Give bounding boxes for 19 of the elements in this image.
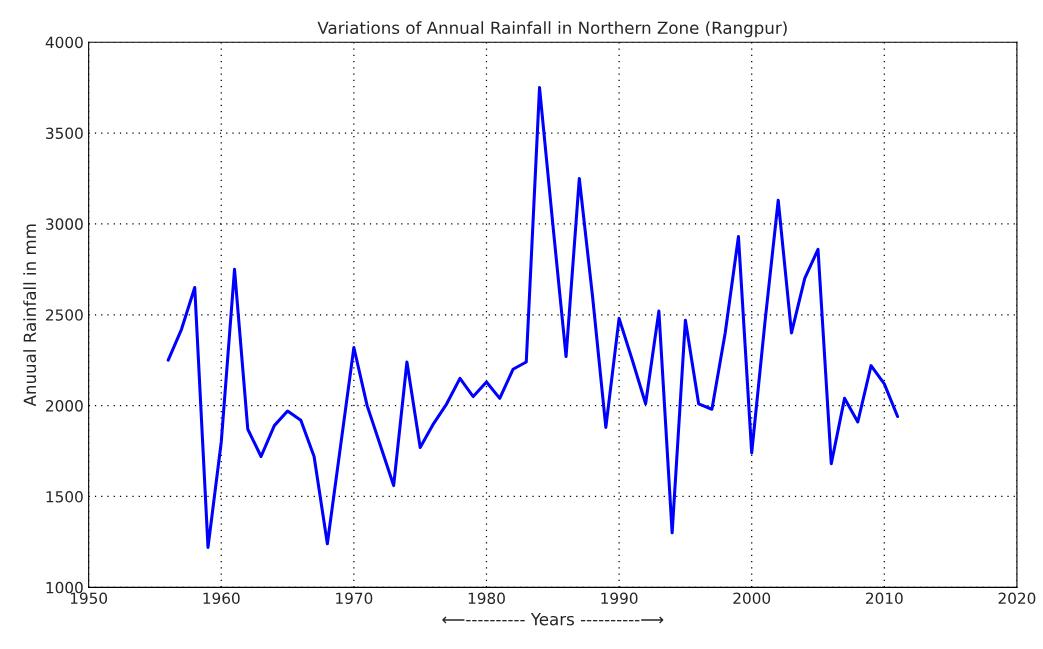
x-tick-label: 1980 — [468, 592, 505, 605]
x-axis-title: ⟵---------- Years ----------⟶ — [442, 613, 664, 626]
y-tick-label: 3500 — [46, 127, 83, 140]
x-tick-label: 2020 — [998, 592, 1036, 605]
y-axis-title: Anuual Rainfall in mm — [23, 224, 37, 407]
x-tick-label: 1960 — [203, 592, 240, 605]
chart-title: Variations of Annual Rainfall in Northern Zone (Rangpur) — [317, 21, 787, 38]
y-tick-label: 2000 — [46, 400, 83, 412]
line-series — [166, 86, 900, 549]
y-tick-label: 1000 — [46, 581, 83, 594]
y-tick-label: 3000 — [46, 218, 83, 230]
x-tick-label: 2010 — [865, 592, 903, 605]
x-tick-label: 2000 — [733, 592, 771, 605]
y-tick-label: 1500 — [46, 490, 83, 503]
x-tick-label: 1990 — [601, 592, 638, 605]
x-tick-label: 1950 — [70, 592, 108, 605]
y-tick-label: 4000 — [45, 36, 83, 49]
x-tick-label: 1970 — [336, 592, 373, 605]
y-tick-label: 2500 — [46, 309, 83, 321]
